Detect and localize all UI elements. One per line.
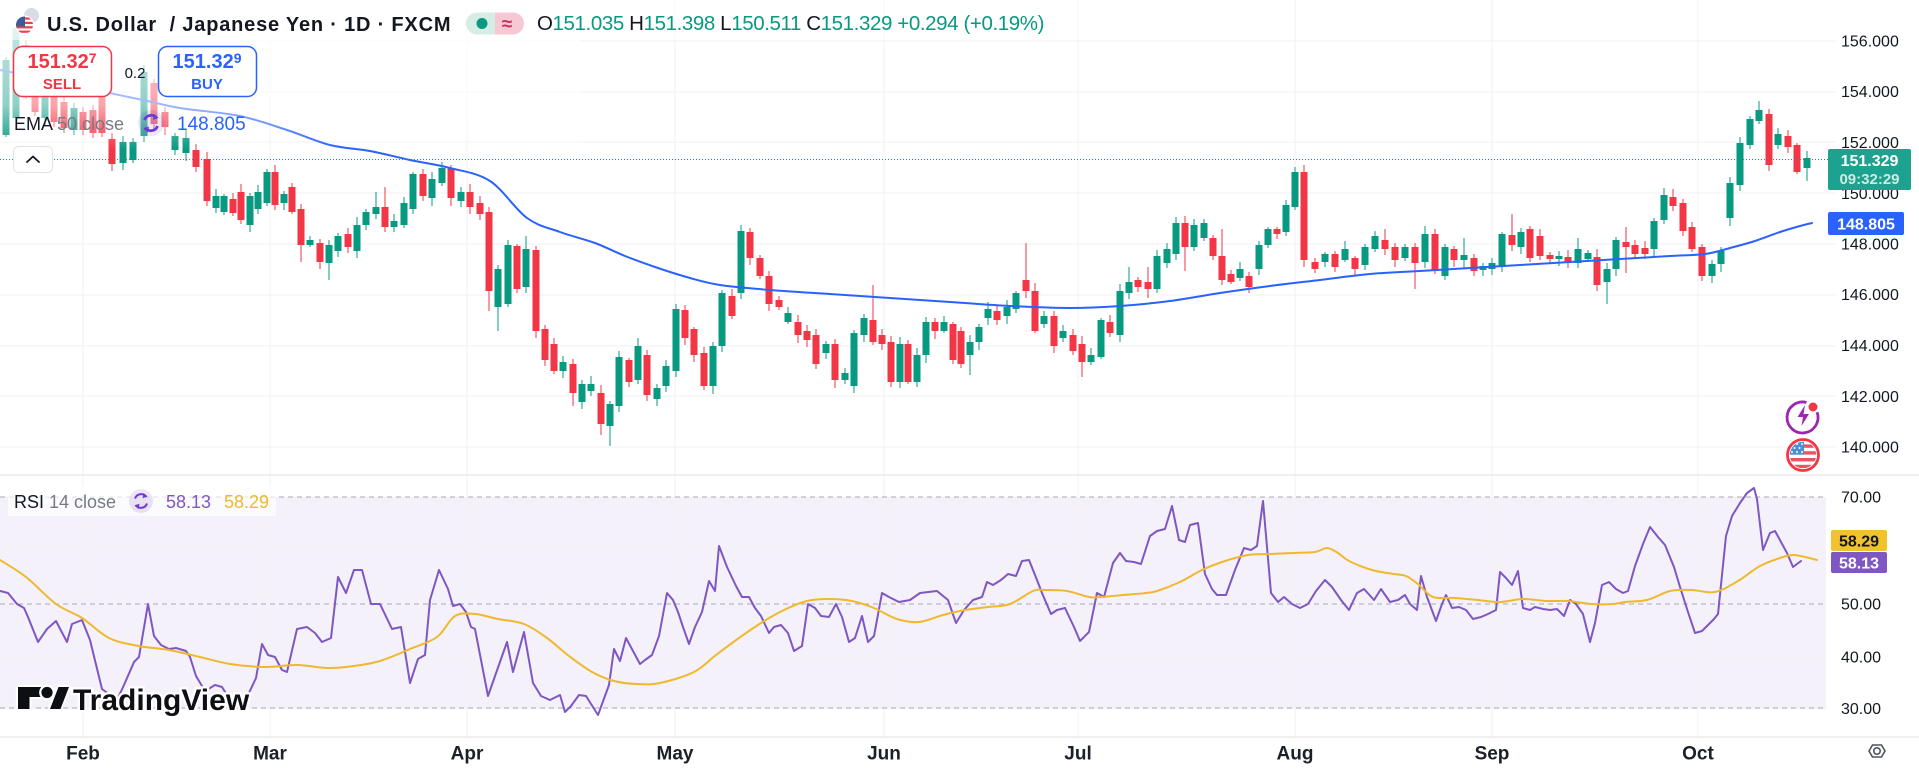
svg-text:≈: ≈ xyxy=(502,14,513,35)
svg-text:148.805: 148.805 xyxy=(1837,217,1895,234)
svg-text:Jul: Jul xyxy=(1064,744,1091,765)
svg-text:140.000: 140.000 xyxy=(1841,440,1899,457)
svg-text:Oct: Oct xyxy=(1682,744,1714,765)
svg-text:50.00: 50.00 xyxy=(1841,597,1881,614)
svg-text:BUY: BUY xyxy=(191,76,223,93)
svg-text:58.13: 58.13 xyxy=(1839,556,1879,573)
svg-text:58.29: 58.29 xyxy=(1839,534,1879,551)
svg-text:151.329: 151.329 xyxy=(1841,153,1899,170)
svg-text:Feb: Feb xyxy=(66,744,100,765)
svg-text:144.000: 144.000 xyxy=(1841,338,1899,355)
svg-text:146.000: 146.000 xyxy=(1841,287,1899,304)
svg-text:SELL: SELL xyxy=(43,76,81,93)
svg-text:30.00: 30.00 xyxy=(1841,701,1881,718)
svg-text:148.805: 148.805 xyxy=(177,114,246,135)
svg-text:151.329: 151.329 xyxy=(173,50,242,73)
svg-text:09:32:29: 09:32:29 xyxy=(1839,171,1899,188)
svg-text:142.000: 142.000 xyxy=(1841,389,1899,406)
svg-text:May: May xyxy=(657,744,694,765)
svg-text:Aug: Aug xyxy=(1277,744,1314,765)
svg-text:O151.035 H151.398 L150.511 C15: O151.035 H151.398 L150.511 C151.329 +0.2… xyxy=(537,12,1044,35)
svg-text:156.000: 156.000 xyxy=(1841,34,1899,51)
svg-text:58.29: 58.29 xyxy=(224,492,269,512)
svg-text:RSI 14 close: RSI 14 close xyxy=(14,492,116,512)
svg-text:Mar: Mar xyxy=(253,744,287,765)
svg-text:U.S. Dollar / Japanese Yen ·: U.S. Dollar / Japanese Yen · 1D · FXCM xyxy=(47,14,451,36)
svg-text:Sep: Sep xyxy=(1475,744,1510,765)
svg-text:154.000: 154.000 xyxy=(1841,84,1899,101)
svg-text:148.000: 148.000 xyxy=(1841,237,1899,254)
svg-text:0.2: 0.2 xyxy=(125,65,146,82)
svg-text:58.13: 58.13 xyxy=(166,492,211,512)
svg-text:151.327: 151.327 xyxy=(28,50,97,73)
svg-text:152.000: 152.000 xyxy=(1841,135,1899,152)
svg-text:EMA 50 close: EMA 50 close xyxy=(14,114,124,134)
svg-text:TradingView: TradingView xyxy=(73,684,250,717)
svg-text:70.00: 70.00 xyxy=(1841,490,1881,507)
svg-text:40.00: 40.00 xyxy=(1841,650,1881,667)
svg-text:150.000: 150.000 xyxy=(1841,186,1899,203)
svg-text:Apr: Apr xyxy=(451,744,484,765)
svg-text:Jun: Jun xyxy=(867,744,901,765)
